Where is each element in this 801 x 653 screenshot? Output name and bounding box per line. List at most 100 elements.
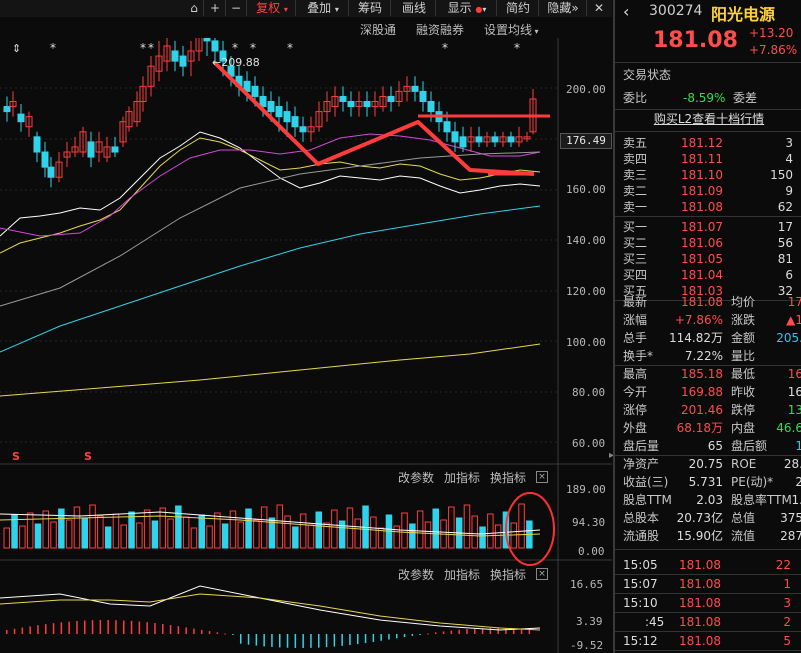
buy-l2-link[interactable]: 购买L2查看十档行情: [615, 110, 801, 128]
stat-value: 205.: [776, 331, 801, 345]
bid-label: 买二: [623, 236, 648, 250]
ask-row[interactable]: 卖四 181.11 4: [615, 150, 801, 168]
back-icon[interactable]: ‹: [623, 2, 630, 21]
bid-row[interactable]: 买一 181.07 17: [615, 218, 801, 236]
margin-link[interactable]: 融资融券: [416, 23, 465, 37]
bid-row[interactable]: 买四 181.04 6: [615, 266, 801, 284]
macd-bar: [450, 630, 453, 634]
draw-line-button[interactable]: 画线: [393, 0, 436, 16]
macd-bar: [91, 620, 94, 634]
stat-row: 涨幅 +7.86% 涨跌 ▲1: [615, 311, 801, 329]
ask-price: 181.10: [681, 168, 723, 182]
volume-bar: [65, 519, 73, 549]
macd-bar: [403, 634, 406, 638]
zoom-in-button[interactable]: +: [205, 0, 226, 16]
stat-value: 15.90亿: [676, 529, 723, 543]
stock-change-pct: +7.86%: [749, 43, 798, 57]
trade-status-row: 交易状态: [615, 66, 801, 84]
stat-value: 68.18万: [676, 421, 723, 435]
display-button[interactable]: 显示 ●▾: [438, 0, 497, 16]
candle-body: [483, 136, 491, 143]
stat-label: 跌停: [731, 403, 756, 417]
ask-row[interactable]: 卖五 181.12 3: [615, 134, 801, 152]
collapse-handle[interactable]: ▸: [609, 450, 615, 461]
volume-bar: [26, 512, 34, 549]
stat-row: 涨停 201.46 跌停 13: [615, 401, 801, 419]
ask-row[interactable]: 卖三 181.10 150: [615, 166, 801, 184]
candle-body: [47, 166, 55, 178]
macd-bar: [419, 634, 421, 635]
volume-bar: [463, 504, 471, 549]
double-chevron-icon: »: [571, 1, 579, 15]
stat-label: 涨停: [623, 403, 648, 417]
volume-bar: [167, 518, 174, 549]
macd-bar: [130, 620, 133, 634]
stat-label: 总股本: [623, 511, 660, 525]
switch-indicator-link[interactable]: 换指标: [490, 471, 527, 485]
bid-row[interactable]: 买二 181.06 56: [615, 234, 801, 252]
ma-settings-link[interactable]: 设置均线 ▾: [484, 21, 539, 38]
volume-bar: [354, 518, 361, 549]
price-tick: 60.00: [572, 437, 606, 450]
macd-bar: [154, 623, 156, 634]
switch-indicator-link[interactable]: 换指标: [490, 568, 527, 582]
ask-row[interactable]: 卖一 181.08 62: [615, 198, 801, 216]
stat-value: 201.46: [681, 403, 723, 417]
macd-bar: [325, 634, 328, 648]
volume-bar: [323, 522, 330, 549]
candle-body: [403, 85, 411, 92]
ask-row[interactable]: 卖二 181.09 9: [615, 182, 801, 200]
bid-row[interactable]: 买三 181.05 81: [615, 250, 801, 268]
candle-body: [363, 101, 371, 108]
tick-volume: 1: [783, 577, 791, 591]
add-indicator-link[interactable]: 加指标: [444, 471, 481, 485]
volume-bar: [307, 524, 315, 549]
stat-value: 169.88: [681, 385, 723, 399]
tick-price: 181.08: [679, 615, 721, 629]
close-icon[interactable]: ✕: [593, 1, 605, 15]
divider: [615, 593, 801, 594]
volume-bar: [81, 517, 88, 549]
macd-bar: [263, 634, 265, 647]
display-label: 显示: [447, 1, 472, 15]
volume-bar: [128, 511, 135, 549]
hide-button[interactable]: 隐藏»: [540, 0, 587, 16]
close-icon[interactable]: ×: [536, 471, 548, 483]
volume-bar: [73, 506, 81, 549]
stat-value: 16: [787, 367, 801, 381]
kline-chart[interactable]: [0, 38, 612, 653]
volume-bar: [19, 525, 26, 549]
edit-params-link[interactable]: 改参数: [398, 471, 435, 485]
macd-dif: [0, 585, 541, 631]
quote-panel: ‹ 300274 阳光电源 181.08 +13.20 +7.86% 交易状态 …: [613, 0, 801, 653]
volume-bar: [253, 519, 260, 549]
divider: [615, 131, 801, 132]
candle-body: [411, 85, 419, 92]
chart-subbar: 深股通 融资融券 设置均线 ▾: [0, 18, 612, 38]
zoom-out-button[interactable]: −: [226, 0, 247, 16]
close-icon[interactable]: ×: [536, 568, 548, 580]
volume-bar: [494, 524, 502, 549]
chip-button[interactable]: 筹码: [350, 0, 391, 16]
adjust-button[interactable]: 复权 ▾: [249, 0, 296, 16]
macd-bar: [76, 620, 78, 634]
volume-ma: [0, 515, 541, 537]
simple-button[interactable]: 简约: [498, 0, 539, 16]
overlay-button[interactable]: 叠加 ▾: [298, 0, 349, 16]
candle-body: [307, 126, 315, 133]
bid-row[interactable]: 买五 181.03 32: [615, 282, 801, 300]
volume-bar: [393, 525, 400, 549]
macd-bar: [6, 630, 8, 634]
tick-volume: 2: [783, 615, 791, 629]
moving-averages: [0, 131, 541, 397]
hk-connect-link[interactable]: 深股通: [360, 23, 397, 37]
candle-body: [71, 146, 79, 153]
candle-body: [251, 85, 259, 97]
add-indicator-link[interactable]: 加指标: [444, 568, 481, 582]
stat-label: 均价: [731, 295, 756, 309]
edit-params-link[interactable]: 改参数: [398, 568, 435, 582]
home-icon[interactable]: ⌂: [185, 0, 204, 16]
tick-volume: 5: [783, 634, 791, 648]
macd-bar: [21, 627, 24, 634]
ma-line: [0, 131, 541, 237]
